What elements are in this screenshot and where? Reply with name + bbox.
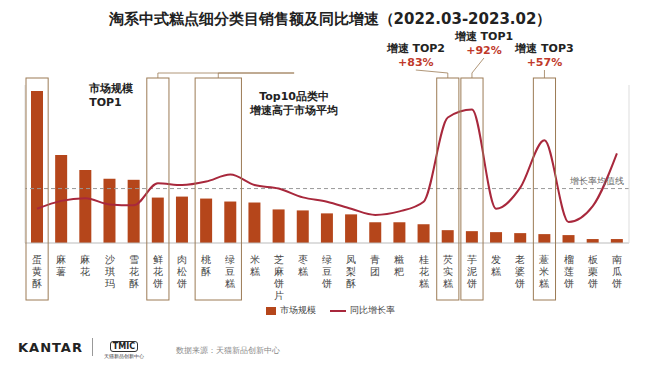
svg-text:凤梨酥: 凤梨酥 (346, 254, 356, 289)
svg-text:蛋黄酥: 蛋黄酥 (32, 254, 42, 289)
svg-text:榴莲饼: 榴莲饼 (563, 254, 574, 289)
html-text:天猫新品创新中心: 天猫新品创新中心 (104, 353, 144, 359)
html-text:同比增长率: 同比增长率 (349, 305, 395, 315)
svg-text:增速 TOP2: 增速 TOP2 (386, 42, 445, 55)
svg-text:糍粑: 糍粑 (394, 254, 404, 277)
svg-text:增速高于市场平均: 增速高于市场平均 (249, 104, 338, 117)
svg-text:+92%: +92% (466, 44, 502, 57)
svg-text:米糕: 米糕 (250, 254, 260, 277)
svg-text:板栗饼: 板栗饼 (587, 254, 598, 289)
svg-text:+57%: +57% (527, 56, 563, 69)
svg-text:雪花酥: 雪花酥 (129, 254, 139, 289)
svg-text:增长率均值线: 增长率均值线 (569, 176, 624, 186)
svg-text:枣糕: 枣糕 (298, 254, 308, 277)
html-text:TMIC: TMIC (112, 342, 136, 351)
svg-text:TOP1: TOP1 (89, 96, 122, 109)
svg-text:Top10品类中: Top10品类中 (259, 90, 329, 103)
svg-text:南瓜饼: 南瓜饼 (611, 254, 622, 289)
svg-text:肉松饼: 肉松饼 (176, 254, 187, 289)
svg-text:芝麻饼片: 芝麻饼片 (273, 254, 284, 301)
svg-text:沙琪玛: 沙琪玛 (105, 254, 115, 289)
svg-text:发糕: 发糕 (491, 254, 501, 277)
svg-text:绿豆饼: 绿豆饼 (321, 254, 332, 289)
svg-text:桂花糕: 桂花糕 (418, 254, 429, 289)
svg-text:增速 TOP3: 增速 TOP3 (514, 42, 573, 55)
svg-text:芡实糕: 芡实糕 (443, 254, 453, 289)
html-text:数据来源：天猫新品创新中心: 数据来源：天猫新品创新中心 (176, 346, 280, 355)
html-text:KANTAR: KANTAR (18, 340, 83, 355)
svg-text:市场规模: 市场规模 (88, 82, 134, 95)
svg-text:+83%: +83% (398, 56, 434, 69)
svg-text:薏米糕: 薏米糕 (539, 254, 549, 289)
svg-text:绿豆糕: 绿豆糕 (225, 254, 235, 289)
svg-text:增速 TOP1: 增速 TOP1 (454, 30, 513, 43)
svg-text:青团: 青团 (370, 254, 380, 277)
svg-text:桃酥: 桃酥 (201, 254, 211, 277)
svg-text:麻薯: 麻薯 (56, 254, 66, 277)
svg-text:芋泥饼: 芋泥饼 (466, 254, 477, 289)
html-text:市场规模: 市场规模 (279, 305, 316, 315)
svg-text:鲜花饼: 鲜花饼 (152, 254, 163, 289)
svg-text:老婆饼: 老婆饼 (514, 254, 525, 289)
svg-text:麻花: 麻花 (80, 254, 90, 277)
html-text:淘系中式糕点细分类目销售额及同比增速（2022.03-202: 淘系中式糕点细分类目销售额及同比增速（2022.03-2023.02） (108, 10, 552, 28)
